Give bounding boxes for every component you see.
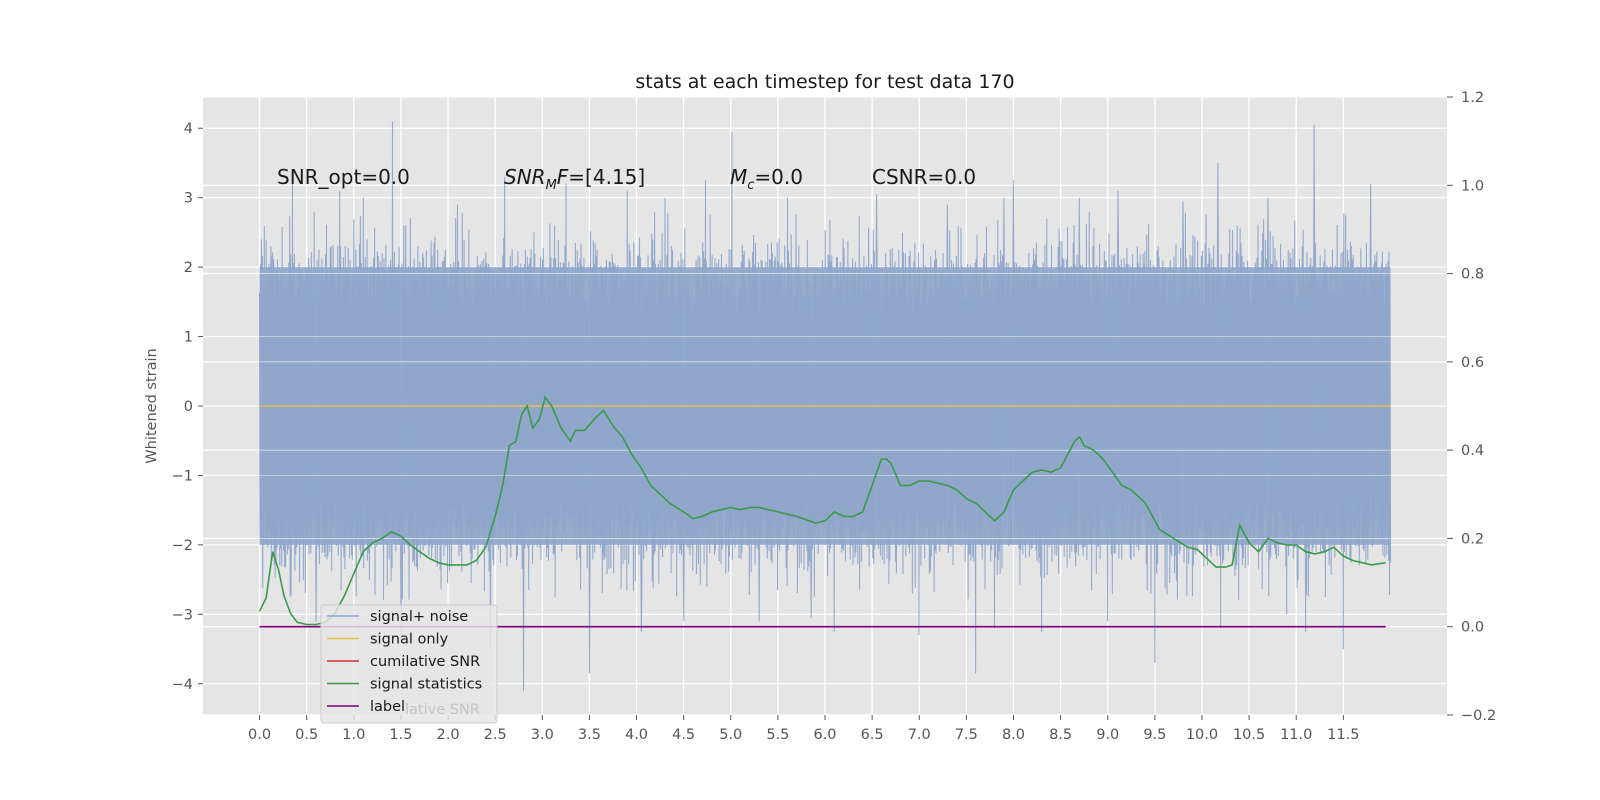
y2-tick-label: 1.0 <box>1461 178 1484 194</box>
legend-label: signal statistics <box>370 677 482 693</box>
x-tick-label: 3.5 <box>578 727 601 743</box>
y-tick-label: −1 <box>172 468 193 484</box>
annotation-snr-mf: SNRMF=[4.15] <box>504 165 645 193</box>
x-tick-label: 8.0 <box>1002 727 1025 743</box>
x-axis: 0.0 0.5 1.0 1.5 2.0 2.5 3.0 3.5 4.0 4.5 5.0 5.5 6.0 6… <box>248 715 1359 743</box>
y-tick-label: −2 <box>172 538 193 554</box>
y2-tick-label: 0.0 <box>1461 620 1484 636</box>
snr-mf-f: F <box>557 165 569 189</box>
legend-items: signal+ noise signal only cumilative SNR si… <box>327 609 482 715</box>
y2-tick-label: 0.8 <box>1461 267 1484 283</box>
x-tick-label: 5.5 <box>766 727 789 743</box>
x-tick-label: 0.5 <box>295 727 318 743</box>
series-signal-statistics <box>258 395 1386 626</box>
legend: lative SNR signal+ noise signal only cumil… <box>320 604 498 724</box>
y-tick-label: −4 <box>172 677 193 693</box>
x-tick-label: 8.5 <box>1049 727 1072 743</box>
annotation-csnr: CSNR=0.0 <box>872 165 976 189</box>
legend-label: cumilative SNR <box>370 654 480 670</box>
legend-label: signal only <box>370 632 449 648</box>
legend-box <box>320 604 498 724</box>
x-tick-label: 0.0 <box>248 727 271 743</box>
x-tick-label: 1.5 <box>389 727 412 743</box>
x-tick-label: 7.0 <box>908 727 931 743</box>
y-tick-label: −3 <box>172 607 193 623</box>
x-tick-label: 2.0 <box>436 727 459 743</box>
x-tick-label: 6.0 <box>813 727 836 743</box>
x-tick-label: 2.5 <box>484 727 507 743</box>
x-tick-label: 4.0 <box>625 727 648 743</box>
x-tick-label: 9.5 <box>1143 727 1166 743</box>
mc-base: M <box>730 165 747 189</box>
y2-tick-label: 0.2 <box>1461 531 1484 547</box>
y-axis-left: 4 3 2 1 0 −1 −2 −3 −4 <box>172 121 203 693</box>
y-axis-right: 1.2 1.0 0.8 0.6 0.4 0.2 0.0 −0.2 <box>1447 90 1496 724</box>
annotation-snr-opt: SNR_opt=0.0 <box>277 165 410 189</box>
y-tick-label: 0 <box>184 399 193 415</box>
y2-tick-label: 0.4 <box>1461 443 1484 459</box>
chart-title: stats at each timestep for test data 170 <box>635 71 1014 93</box>
x-tick-label: 10.0 <box>1186 727 1218 743</box>
snr-mf-base: SNR <box>504 165 546 189</box>
x-tick-label: 6.5 <box>861 727 884 743</box>
mc-subscript: c <box>747 178 754 193</box>
x-tick-label: 3.0 <box>531 727 554 743</box>
x-tick-label: 7.5 <box>955 727 978 743</box>
y2-tick-label: 1.2 <box>1461 90 1484 106</box>
x-tick-label: 1.0 <box>342 727 365 743</box>
y-tick-label: 1 <box>184 330 193 346</box>
snr-mf-value: =[4.15] <box>568 165 645 189</box>
legend-label: signal+ noise <box>370 609 468 625</box>
x-tick-label: 11.0 <box>1280 727 1312 743</box>
x-tick-label: 11.5 <box>1327 727 1359 743</box>
x-tick-label: 4.5 <box>672 727 695 743</box>
y-tick-label: 3 <box>184 191 193 207</box>
y2-tick-label: −0.2 <box>1461 708 1496 724</box>
y-tick-label: 4 <box>184 121 193 137</box>
y-tick-label: 2 <box>184 260 193 276</box>
y2-tick-label: 0.6 <box>1461 355 1484 371</box>
annotation-mc: Mc=0.0 <box>730 165 803 193</box>
snr-mf-subscript: M <box>546 178 557 193</box>
legend-hidden-text: lative SNR <box>405 702 480 718</box>
x-tick-label: 10.5 <box>1233 727 1265 743</box>
x-tick-label: 5.0 <box>719 727 742 743</box>
legend-label: label <box>370 699 405 715</box>
y-axis-label: Whitened strain <box>144 348 160 463</box>
mc-value: =0.0 <box>754 165 803 189</box>
x-tick-label: 9.0 <box>1096 727 1119 743</box>
